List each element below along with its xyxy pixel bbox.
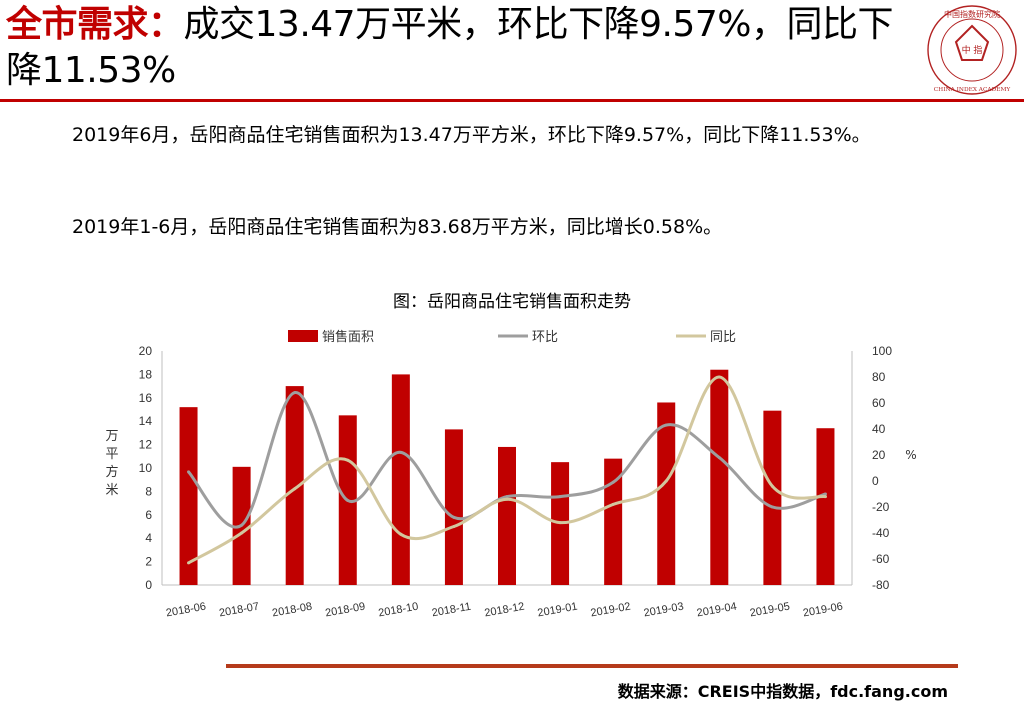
chart-title: 图：岳阳商品住宅销售面积走势 (393, 292, 631, 312)
logo-bottom-text: CHINA INDEX ACADEMY (934, 87, 1011, 93)
y-tick-label-left: 18 (139, 367, 153, 381)
x-tick-label: 2019-05 (749, 601, 791, 620)
legend-swatch-bar (288, 330, 318, 342)
x-tick-label: 2018-11 (431, 601, 472, 620)
y-axis-label-char: 米 (105, 483, 118, 498)
line-yoy-point (717, 375, 721, 379)
x-tick-label: 2019-02 (590, 601, 632, 620)
x-tick-label: 2018-07 (218, 601, 260, 620)
x-tick-label: 2018-12 (484, 601, 526, 620)
line-mom-point (770, 505, 774, 509)
y-axis-label-char: 平 (105, 447, 118, 462)
line-mom-point (293, 391, 297, 395)
line-mom-point (399, 450, 403, 454)
line-yoy-point (399, 532, 403, 536)
line-yoy-point (823, 495, 827, 499)
y-tick-label-right: -80 (872, 578, 890, 592)
line-mom-point (240, 523, 244, 527)
bar-sales-area (285, 386, 304, 585)
line-mom-point (346, 499, 350, 502)
x-tick-label: 2019-04 (696, 601, 738, 620)
y-tick-label-right: 0 (872, 474, 879, 488)
paragraph-monthly: 2019年6月，岳阳商品住宅销售面积为13.47万平方米，环比下降9.57%，同… (72, 124, 871, 146)
y-tick-label-left: 16 (139, 391, 153, 405)
x-tick-label: 2018-08 (271, 601, 313, 620)
line-mom-point (664, 423, 668, 427)
x-tick-label: 2018-09 (324, 601, 366, 620)
x-tick-label: 2018-06 (165, 601, 207, 620)
line-yoy-point (240, 531, 244, 535)
line-yoy-point (293, 487, 297, 491)
y-tick-label-right: 40 (872, 422, 886, 436)
title-accent: 全市需求： (6, 4, 184, 45)
footer-divider (226, 664, 958, 668)
line-mom-point (187, 470, 191, 474)
logo-center-text: 中 指 (962, 44, 983, 56)
bar-sales-area (179, 407, 198, 585)
y2-axis-label: % (905, 448, 916, 462)
line-mom-point (452, 515, 456, 519)
y-tick-label-right: -20 (872, 500, 890, 514)
x-tick-label: 2018-10 (377, 601, 419, 620)
line-yoy (187, 375, 826, 565)
line-mom-point (611, 480, 615, 484)
y-tick-label-left: 6 (145, 508, 152, 522)
y-axis-label-char: 方 (105, 464, 118, 480)
bar-sales-area (498, 446, 516, 585)
legend-label: 同比 (710, 330, 736, 345)
x-tick-label: 2019-06 (802, 601, 844, 620)
y-tick-label-left: 4 (145, 531, 152, 545)
logo-top-text: 中国指数研究院 (944, 9, 1000, 19)
line-mom-point (717, 456, 721, 460)
title-rest: 成交13.47万平米，环比下降9.57%，同比下降11.53% (6, 4, 893, 91)
line-mom-point (505, 495, 509, 499)
bar-sales-area (657, 402, 676, 585)
line-yoy-point (346, 458, 350, 462)
y-tick-label-left: 20 (139, 344, 153, 358)
bar-sales-area (816, 428, 835, 585)
y-tick-label-left: 12 (139, 438, 153, 452)
line-yoy-point (770, 484, 774, 488)
legend-label: 环比 (532, 330, 558, 345)
bar-sales-area (710, 369, 729, 585)
y-tick-label-left: 0 (145, 578, 152, 592)
bar-sales-area (763, 410, 782, 585)
y-tick-label-right: 60 (872, 396, 886, 410)
line-yoy-point (558, 521, 562, 525)
line-yoy-point (611, 502, 615, 506)
y-tick-label-left: 14 (139, 414, 153, 428)
china-index-academy-logo: 中 指 中国指数研究院 CHINA INDEX ACADEMY (927, 5, 1017, 95)
line-yoy-point (664, 479, 668, 483)
y-axis-label-char: 万 (105, 429, 118, 444)
line-mom-point (823, 492, 827, 496)
y-tick-label-left: 10 (139, 461, 153, 475)
bar-sales-area (444, 429, 463, 585)
y-tick-label-right: 80 (872, 370, 886, 384)
y-tick-label-right: 20 (872, 448, 886, 462)
y-tick-label-left: 8 (145, 484, 152, 498)
legend-label: 销售面积 (322, 329, 374, 345)
data-source: 数据来源：CREIS中指数据，fdc.fang.com (617, 682, 948, 701)
title-divider (0, 99, 1024, 102)
y-tick-label-right: -60 (872, 552, 890, 566)
x-tick-label: 2019-03 (643, 601, 685, 620)
bar-sales-area (391, 374, 410, 585)
y-tick-label-left: 2 (145, 555, 152, 569)
y-tick-label-right: -40 (872, 526, 890, 540)
line-yoy-point (452, 525, 456, 528)
line-yoy-point (187, 561, 191, 565)
paragraph-ytd: 2019年1-6月，岳阳商品住宅销售面积为83.68万平方米，同比增长0.58%… (72, 216, 723, 238)
bar-sales-area (604, 458, 623, 585)
line-mom-point (558, 495, 562, 499)
slide-title: 全市需求：成交13.47万平米，环比下降9.57%，同比下降11.53% (6, 2, 906, 94)
y-tick-label-right: 100 (872, 344, 892, 358)
x-tick-label: 2019-01 (537, 601, 579, 620)
line-yoy-point (505, 497, 509, 501)
